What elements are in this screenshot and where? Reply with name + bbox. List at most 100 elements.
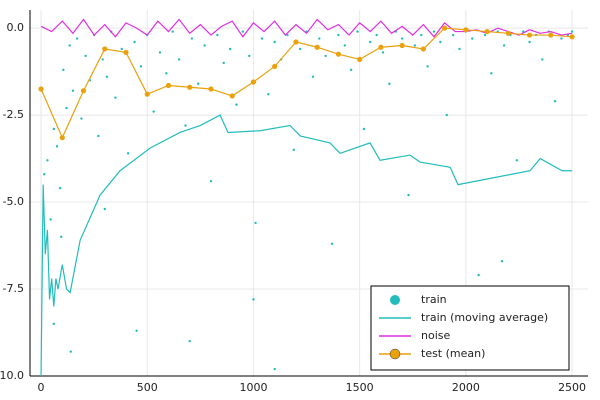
x-tick-label: 500 xyxy=(137,381,158,394)
point xyxy=(388,82,391,85)
point xyxy=(260,37,264,40)
legend: train train (moving average) noise test (me… xyxy=(370,285,570,371)
y-tick-label: -10.0 xyxy=(0,369,24,382)
point xyxy=(97,134,100,138)
marker xyxy=(38,86,44,92)
point xyxy=(197,82,200,85)
marker xyxy=(229,93,235,99)
series-line xyxy=(40,27,573,140)
point xyxy=(80,117,83,120)
marker xyxy=(165,82,172,89)
marker xyxy=(59,135,65,141)
point xyxy=(407,193,410,197)
point xyxy=(541,58,544,61)
point xyxy=(114,96,117,99)
point xyxy=(241,30,245,33)
y-tick-label: 0.0 xyxy=(7,21,25,34)
point xyxy=(528,40,531,44)
point xyxy=(490,72,493,75)
point xyxy=(349,68,353,72)
point xyxy=(216,33,219,37)
legend-label: test (mean) xyxy=(421,347,485,360)
point xyxy=(184,124,187,127)
point xyxy=(46,159,49,162)
point xyxy=(400,37,404,40)
point xyxy=(570,30,574,33)
point xyxy=(330,242,334,245)
point xyxy=(311,75,315,78)
marker xyxy=(378,44,384,50)
point xyxy=(135,329,138,332)
point xyxy=(413,44,417,47)
marker xyxy=(357,56,363,63)
y-tick-label: -7.5 xyxy=(3,282,24,295)
point xyxy=(502,44,506,47)
point xyxy=(267,92,270,96)
point xyxy=(252,298,255,301)
point xyxy=(375,33,378,37)
marker xyxy=(548,32,554,38)
point xyxy=(477,273,480,277)
point xyxy=(356,30,359,33)
marker xyxy=(250,79,257,85)
point xyxy=(203,44,206,47)
point xyxy=(152,110,155,113)
point xyxy=(426,65,429,68)
point xyxy=(381,51,385,54)
point xyxy=(139,65,143,68)
point xyxy=(483,33,487,37)
point xyxy=(420,33,423,37)
x-tick-label: 1500 xyxy=(346,381,374,394)
point xyxy=(324,54,327,58)
marker xyxy=(208,86,214,92)
point xyxy=(235,103,238,106)
point xyxy=(62,68,65,72)
point xyxy=(190,37,194,40)
marker xyxy=(442,25,448,31)
point xyxy=(458,47,461,51)
point xyxy=(337,33,340,37)
point xyxy=(445,113,448,117)
y-tick-label: -2.5 xyxy=(3,108,24,121)
point xyxy=(273,367,276,371)
point xyxy=(188,340,191,343)
point xyxy=(209,179,213,183)
marker xyxy=(335,51,342,57)
marker xyxy=(80,88,87,94)
point xyxy=(133,40,136,44)
point xyxy=(318,37,321,40)
marker xyxy=(399,42,405,49)
point xyxy=(126,152,130,155)
point xyxy=(75,37,79,40)
point xyxy=(500,259,504,263)
point xyxy=(158,51,162,54)
point xyxy=(49,218,52,221)
point xyxy=(228,47,232,51)
legend-marker xyxy=(390,295,400,305)
point xyxy=(451,33,455,37)
marker xyxy=(463,27,469,33)
marker xyxy=(569,34,575,40)
point xyxy=(101,58,104,61)
point xyxy=(55,145,59,148)
point xyxy=(84,54,87,58)
x-tick-label: 2000 xyxy=(452,381,480,394)
point xyxy=(103,207,106,211)
point xyxy=(273,40,276,44)
x-tick-label: 2500 xyxy=(558,381,586,394)
marker xyxy=(102,46,108,52)
legend-label: train (moving average) xyxy=(421,311,548,324)
marker xyxy=(187,84,193,90)
marker xyxy=(526,32,533,38)
point xyxy=(165,72,168,75)
x-tick-label: 1000 xyxy=(239,381,267,394)
marker xyxy=(293,39,299,45)
point xyxy=(553,99,557,103)
marker xyxy=(484,28,490,35)
point xyxy=(254,221,257,225)
legend-marker xyxy=(389,348,401,360)
point xyxy=(432,30,436,33)
legend-label: noise xyxy=(421,329,450,342)
